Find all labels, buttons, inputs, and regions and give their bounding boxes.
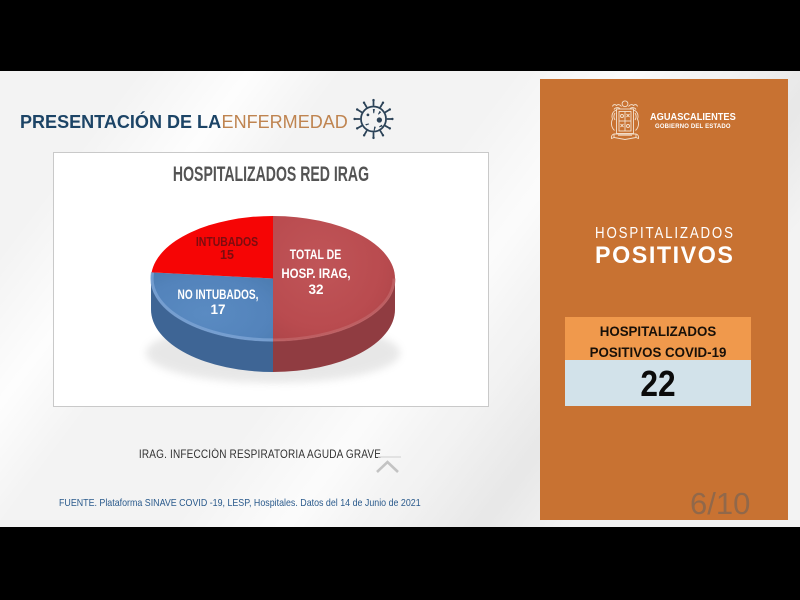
svg-text:17: 17 xyxy=(210,302,225,317)
svg-text:NO INTUBADOS,: NO INTUBADOS, xyxy=(178,287,259,303)
svg-text:32: 32 xyxy=(308,282,323,297)
svg-text:TOTAL DE: TOTAL DE xyxy=(290,247,341,263)
svg-text:15: 15 xyxy=(220,248,234,262)
svg-text:HOSP. IRAG,: HOSP. IRAG, xyxy=(281,266,350,281)
svg-text:INTUBADOS: INTUBADOS xyxy=(196,236,259,249)
